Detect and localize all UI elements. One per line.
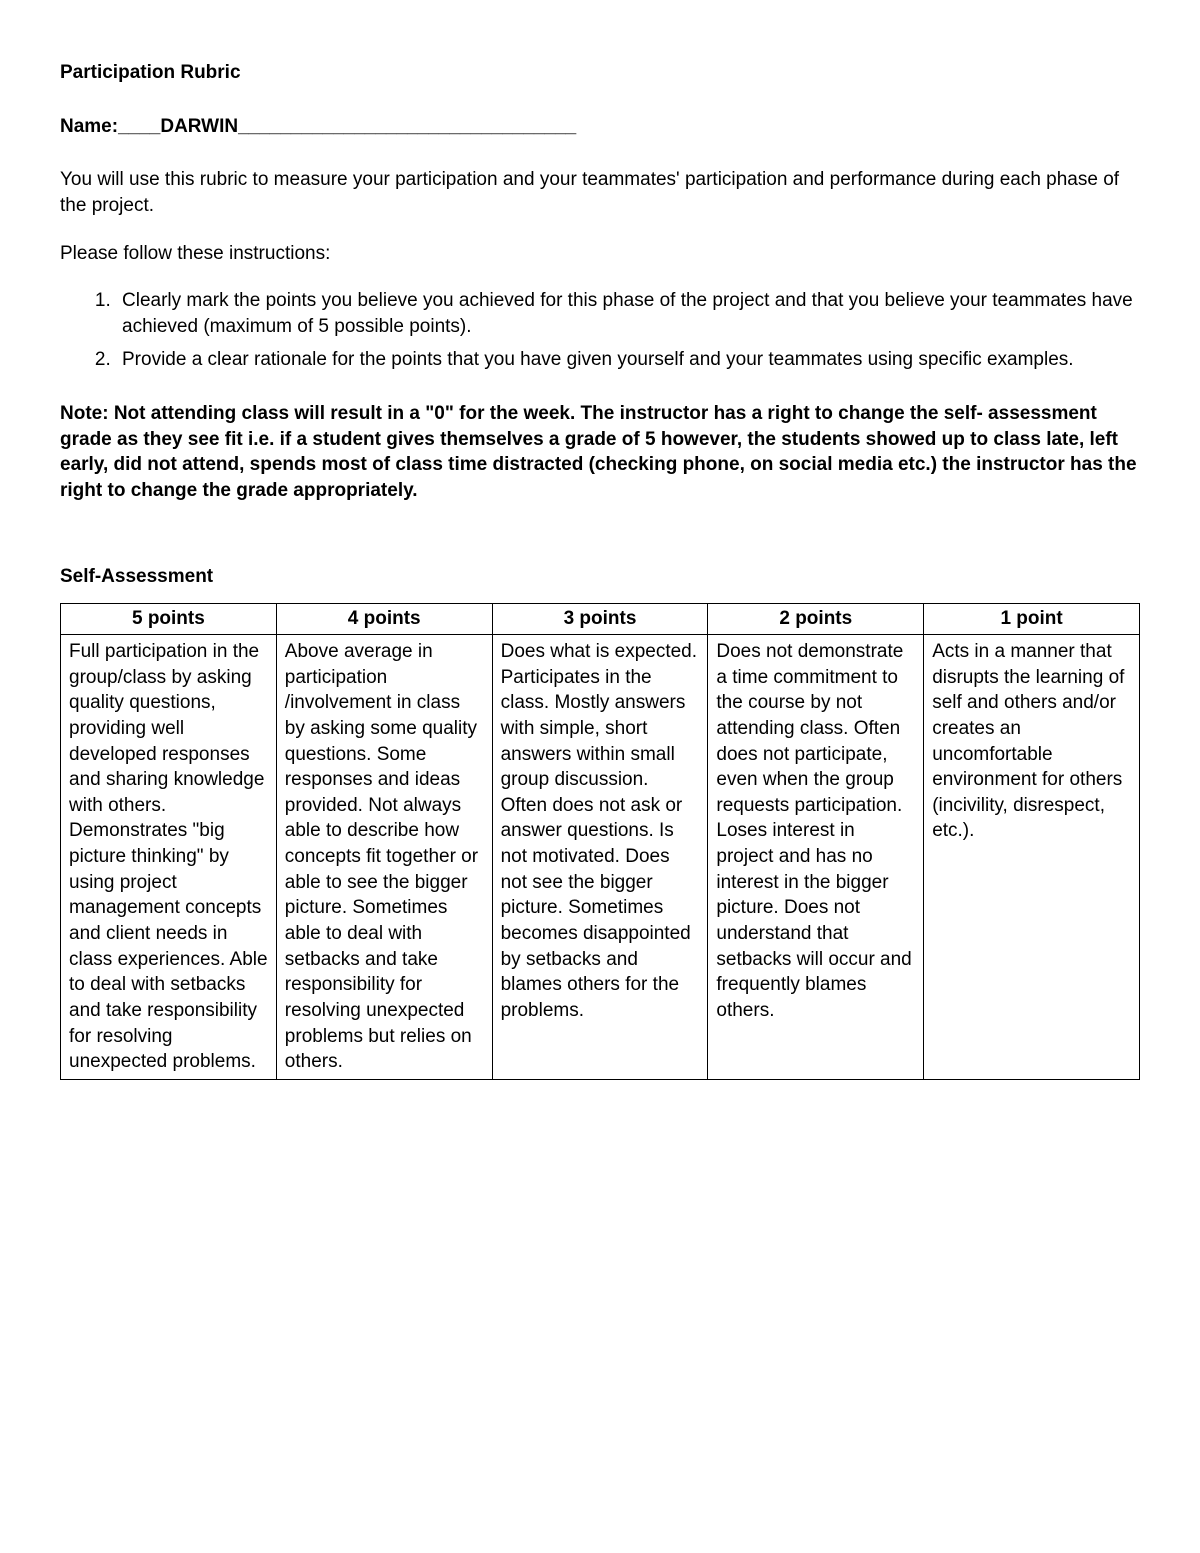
cell-4pts: Above average in participation /involvem…: [276, 634, 492, 1079]
page-title: Participation Rubric: [60, 60, 1140, 86]
name-line: Name:____DARWIN_________________________…: [60, 114, 1140, 140]
instruction-item: Provide a clear rationale for the points…: [116, 347, 1140, 373]
instruction-item: Clearly mark the points you believe you …: [116, 288, 1140, 339]
col-header-4pts: 4 points: [276, 604, 492, 635]
col-header-1pt: 1 point: [924, 604, 1140, 635]
cell-3pts: Does what is expected. Participates in t…: [492, 634, 708, 1079]
table-row: Full participation in the group/class by…: [61, 634, 1140, 1079]
instructions-list: Clearly mark the points you believe you …: [60, 288, 1140, 373]
note-text: Note: Not attending class will result in…: [60, 401, 1140, 504]
col-header-2pts: 2 points: [708, 604, 924, 635]
instructions-lead: Please follow these instructions:: [60, 241, 1140, 267]
cell-2pts: Does not demonstrate a time commitment t…: [708, 634, 924, 1079]
col-header-5pts: 5 points: [61, 604, 277, 635]
rubric-table: 5 points 4 points 3 points 2 points 1 po…: [60, 603, 1140, 1080]
table-header-row: 5 points 4 points 3 points 2 points 1 po…: [61, 604, 1140, 635]
col-header-3pts: 3 points: [492, 604, 708, 635]
cell-1pt: Acts in a manner that disrupts the learn…: [924, 634, 1140, 1079]
cell-5pts: Full participation in the group/class by…: [61, 634, 277, 1079]
self-assessment-header: Self-Assessment: [60, 564, 1140, 590]
intro-text: You will use this rubric to measure your…: [60, 167, 1140, 218]
